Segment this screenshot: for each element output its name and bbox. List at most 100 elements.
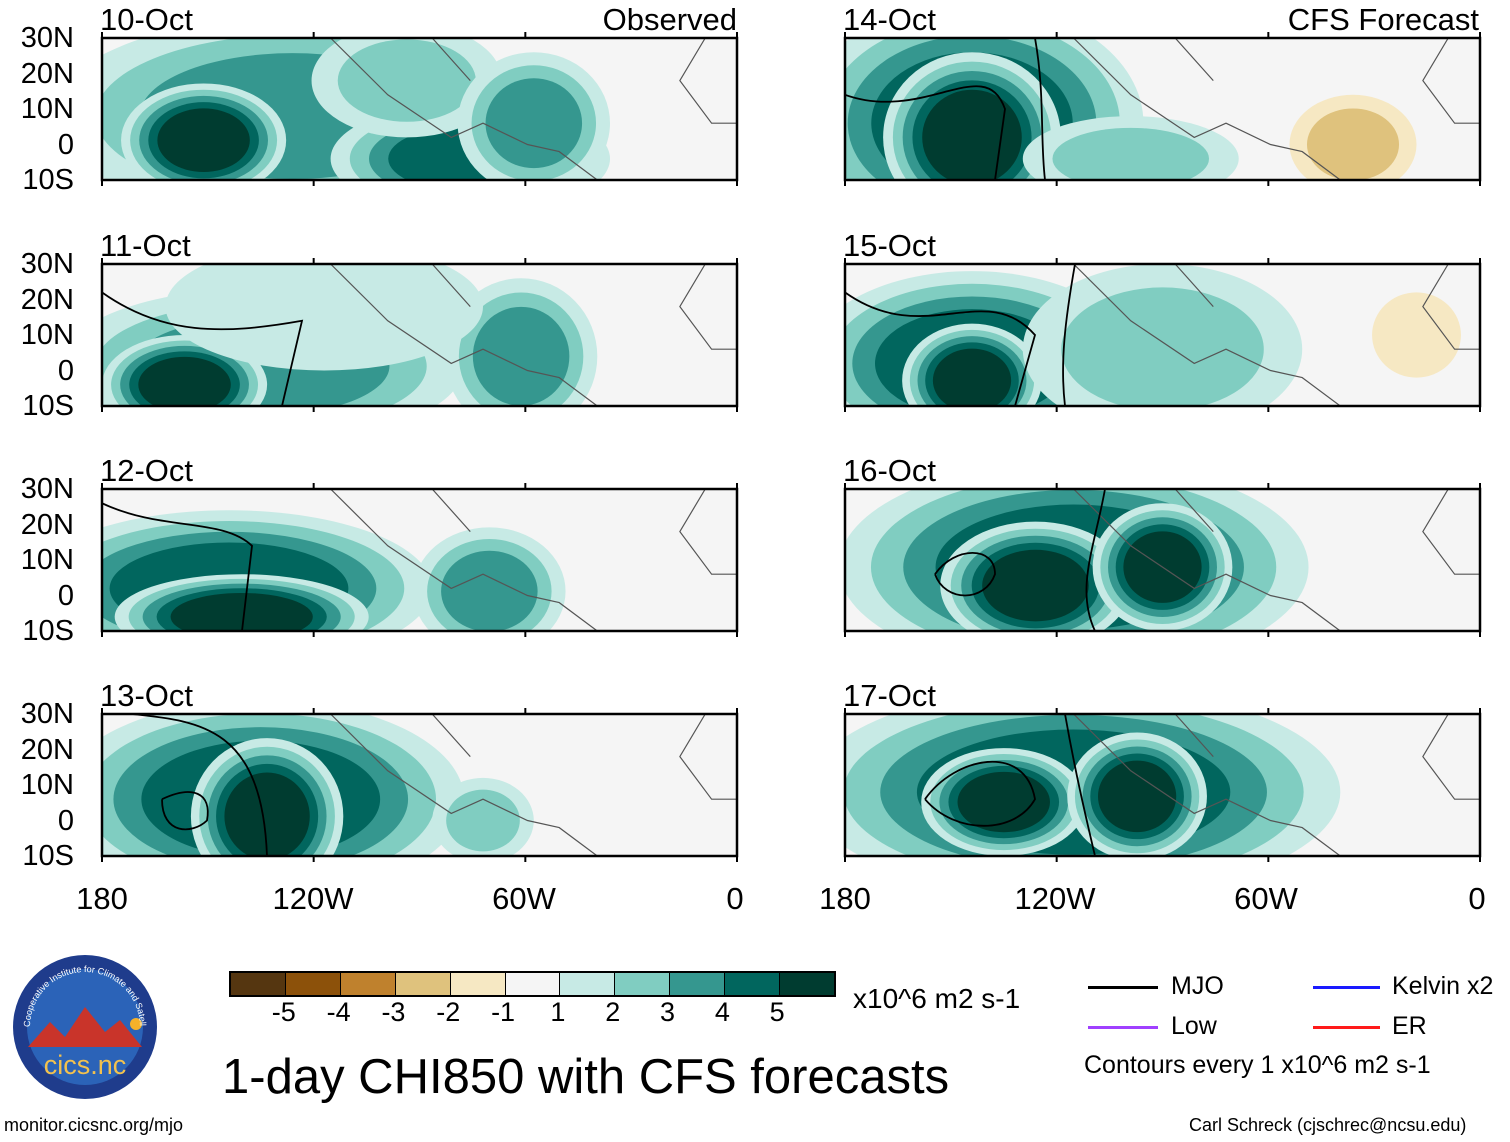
chi-anomaly-area: [446, 789, 520, 852]
low-line: [1088, 1026, 1158, 1029]
chi-anomaly-area: [1372, 292, 1461, 378]
mjo-contour: [131, 714, 268, 856]
mjo-contour: [102, 291, 304, 406]
mjo-contour: [924, 761, 1036, 827]
coastline: [1073, 38, 1480, 180]
lon-label: 120W: [1014, 881, 1096, 916]
figure-title: 1-day CHI850 with CFS forecasts: [222, 1050, 950, 1104]
colorbar-swatch: [450, 973, 506, 995]
coastline: [330, 38, 737, 180]
lon-label: 0: [726, 881, 744, 916]
panel-frame: [100, 36, 739, 182]
panel-frame: [843, 262, 1482, 408]
lat-label: 0: [57, 579, 74, 612]
mjo-contour: [934, 552, 996, 597]
panel-frame: [843, 36, 1482, 182]
legend-mjo: MJO: [1171, 972, 1224, 1000]
colorbar-swatch: [615, 973, 671, 995]
colorbar-swatch: [560, 973, 616, 995]
svg-text:cics.nc: cics.nc: [44, 1050, 127, 1080]
lat-label: 30N: [20, 698, 74, 730]
map-panel-10-Oct: [100, 32, 739, 186]
lat-label: 30N: [20, 248, 74, 280]
lat-label: 30N: [20, 473, 74, 505]
panel-frame: [100, 712, 739, 858]
observed-title: Observed: [602, 2, 737, 37]
mjo-line: [1088, 986, 1158, 989]
lat-label: 0: [57, 804, 74, 837]
lat-label: 10S: [22, 615, 74, 647]
lat-label: 10N: [20, 544, 74, 576]
lat-label: 0: [57, 128, 74, 161]
panel-frame: [100, 262, 739, 408]
colorbar-swatch: [340, 973, 396, 995]
chi-anomaly-area: [441, 550, 538, 631]
chi-anomaly-area: [485, 78, 583, 169]
colorbar-swatch: [670, 973, 726, 995]
panel-date: 13-Oct: [100, 678, 194, 713]
chi-anomaly-area: [1306, 108, 1400, 180]
colorbar-label: -2: [436, 997, 461, 1027]
chi-anomaly-area: [165, 264, 483, 371]
chi-anomaly-area: [472, 306, 570, 406]
colorbar-label: -5: [271, 997, 296, 1027]
coastline: [1073, 264, 1480, 406]
map-panel-14-Oct: [843, 32, 1482, 186]
coastline: [1073, 714, 1480, 856]
kelvin-line: [1313, 986, 1380, 989]
colorbar-swatch: [395, 973, 451, 995]
lat-label: 20N: [20, 57, 74, 90]
colorbar-label: 5: [769, 997, 785, 1027]
legend-kelvin: Kelvin x2: [1392, 972, 1494, 1000]
lon-label: 180: [819, 881, 871, 916]
colorbar-swatch: [780, 973, 834, 995]
lat-label: 30N: [20, 22, 74, 54]
lat-label: 10S: [22, 164, 74, 196]
mjo-contour: [845, 85, 1006, 180]
map-panel-13-Oct: [100, 708, 739, 862]
mjo-contour: [1064, 714, 1096, 856]
lon-label: 60W: [492, 881, 556, 916]
coastline: [1073, 489, 1480, 631]
mjo-contour: [1062, 264, 1076, 406]
colorbar-swatch: [725, 973, 781, 995]
contour-note: Contours every 1 x10^6 m2 s-1: [1084, 1051, 1431, 1079]
chi-anomaly-area: [170, 592, 313, 631]
colorbar-label: -4: [326, 997, 351, 1027]
lat-label: 10N: [20, 93, 74, 125]
mjo-contour: [161, 791, 209, 831]
colorbar: [229, 971, 836, 997]
colorbar-units: x10^6 m2 s-1: [853, 983, 1021, 1014]
map-panel-12-Oct: [100, 483, 739, 637]
panel-date: 16-Oct: [843, 453, 937, 488]
colorbar-label: 2: [605, 997, 621, 1027]
mjo-contour: [1085, 489, 1106, 631]
chi-anomaly-area: [1052, 127, 1209, 180]
colorbar-swatch: [231, 973, 286, 995]
lat-label: 10N: [20, 319, 74, 351]
lon-label: 120W: [272, 881, 354, 916]
credit: Carl Schreck (cjschrec@ncsu.edu): [1189, 1115, 1467, 1135]
panel-frame: [100, 487, 739, 633]
map-panel-11-Oct: [100, 258, 739, 412]
source-url[interactable]: monitor.cicsnc.org/mjo: [4, 1115, 184, 1135]
map-panel-16-Oct: [843, 483, 1482, 637]
chi-anomaly-area: [957, 771, 1050, 833]
cics-logo: Cooperative Institute for Climate and Sa…: [10, 952, 157, 1099]
panel-date: 17-Oct: [843, 678, 937, 713]
colorbar-label: -3: [381, 997, 406, 1027]
chi-anomaly-area: [1097, 760, 1177, 833]
colorbar-label: 3: [660, 997, 676, 1027]
mjo-contour: [845, 291, 1036, 406]
chi-anomaly-area: [224, 772, 310, 856]
lat-label: 20N: [20, 733, 74, 766]
chi-anomaly-area: [157, 108, 250, 173]
chi-anomaly-area: [337, 39, 476, 122]
chi-anomaly-area: [982, 549, 1089, 622]
panel-date: 10-Oct: [100, 2, 194, 37]
panel-frame: [843, 712, 1482, 858]
colorbar-label: 4: [714, 997, 730, 1027]
lon-label: 0: [1468, 881, 1486, 916]
er-line: [1313, 1026, 1380, 1029]
